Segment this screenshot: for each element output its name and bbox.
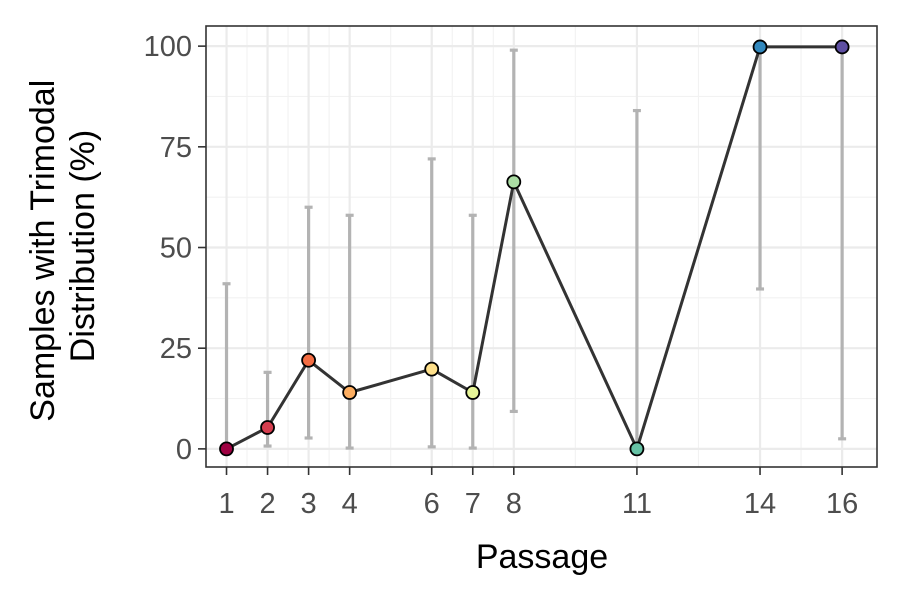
data-point (752, 39, 768, 55)
x-tick-label: 3 (301, 488, 317, 520)
data-point (424, 361, 440, 377)
x-tick-label: 2 (259, 488, 275, 520)
x-tick-label: 1 (218, 488, 234, 520)
y-axis-title-line-1: Samples with Trimodal (24, 80, 62, 422)
x-tick-label: 7 (465, 488, 481, 520)
y-tick-label: 0 (176, 434, 192, 466)
data-point (506, 174, 522, 190)
data-point (260, 420, 275, 435)
panel-border (205, 25, 878, 468)
y-axis: 0 25 50 75 100 (144, 31, 206, 466)
data-point (629, 441, 645, 457)
x-tick-label: 8 (506, 488, 522, 520)
x-tick-label: 14 (744, 488, 776, 520)
x-axis: 1 2 3 4 6 7 8 11 14 16 (218, 467, 858, 520)
y-tick-label: 75 (160, 132, 192, 164)
y-axis-title-line-2: Distribution (%) (64, 130, 102, 362)
data-point (465, 385, 481, 400)
x-tick-label: 6 (424, 488, 440, 520)
data-point (834, 39, 850, 55)
x-tick-label: 11 (622, 488, 652, 520)
y-tick-label: 25 (160, 333, 192, 365)
x-tick-label: 16 (826, 488, 858, 520)
y-tick-label: 50 (160, 233, 192, 265)
y-axis-title: Samples with Trimodal Distribution (%) (24, 70, 102, 421)
series-path (225, 45, 843, 451)
data-points (219, 39, 850, 457)
data-point (342, 385, 358, 400)
series-line (225, 45, 843, 451)
data-point (301, 352, 316, 368)
error-bars (222, 44, 847, 451)
x-axis-title: Passage (476, 538, 608, 576)
data-point (219, 441, 234, 457)
x-tick-label: 4 (342, 488, 358, 520)
y-tick-label: 100 (144, 31, 192, 63)
